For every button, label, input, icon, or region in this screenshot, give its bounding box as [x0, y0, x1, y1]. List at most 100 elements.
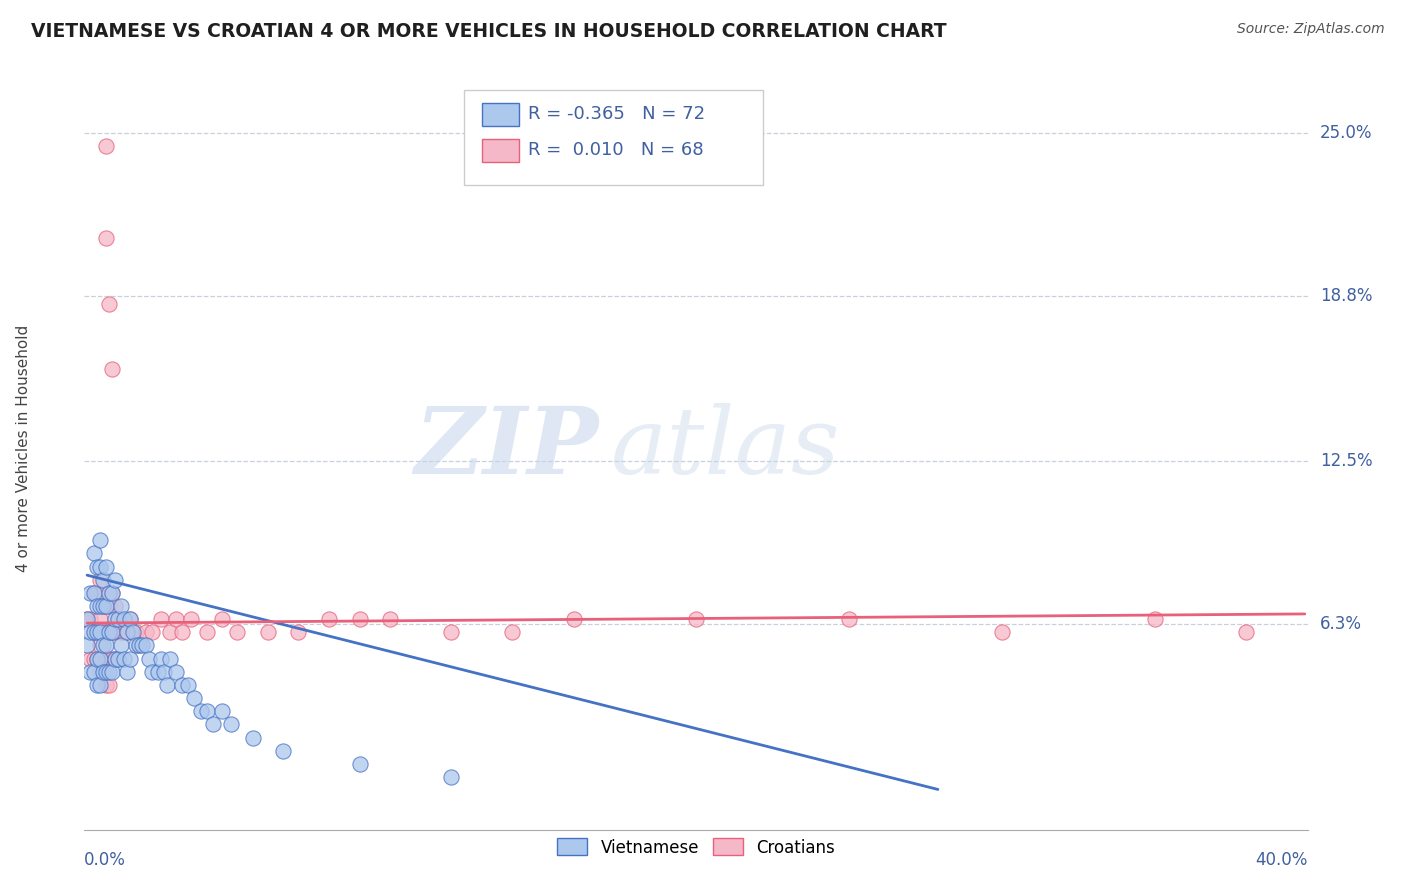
Point	[79, 665, 101, 679]
Text: Source: ZipAtlas.com: Source: ZipAtlas.com	[1237, 22, 1385, 37]
Point	[141, 665, 163, 679]
Point	[86, 651, 108, 665]
Point	[97, 625, 120, 640]
Point	[156, 678, 179, 692]
Point	[115, 625, 138, 640]
Point	[91, 599, 114, 613]
Text: 12.5%: 12.5%	[1320, 452, 1372, 470]
Point	[195, 625, 218, 640]
Text: atlas: atlas	[610, 403, 839, 493]
Point	[149, 651, 172, 665]
Point	[107, 612, 129, 626]
Point	[172, 625, 194, 640]
Point	[83, 546, 105, 560]
Point	[838, 612, 860, 626]
Text: R =  0.010   N = 68: R = 0.010 N = 68	[529, 141, 704, 159]
Point	[86, 625, 108, 640]
Point	[89, 625, 111, 640]
Text: 25.0%: 25.0%	[1320, 124, 1372, 142]
Point	[89, 678, 111, 692]
Text: 40.0%: 40.0%	[1256, 851, 1308, 869]
Text: VIETNAMESE VS CROATIAN 4 OR MORE VEHICLES IN HOUSEHOLD CORRELATION CHART: VIETNAMESE VS CROATIAN 4 OR MORE VEHICLE…	[31, 22, 946, 41]
Point	[86, 559, 108, 574]
Point	[219, 717, 242, 731]
Point	[159, 651, 181, 665]
Point	[110, 639, 132, 653]
Point	[86, 599, 108, 613]
Point	[128, 639, 150, 653]
Point	[135, 625, 157, 640]
Point	[83, 651, 105, 665]
Point	[380, 612, 402, 626]
Point	[83, 625, 105, 640]
Point	[97, 651, 120, 665]
Point	[104, 573, 127, 587]
Point	[128, 639, 150, 653]
Point	[502, 625, 524, 640]
Point	[104, 651, 127, 665]
Point	[91, 21, 114, 35]
Point	[115, 665, 138, 679]
Point	[318, 612, 340, 626]
Point	[91, 639, 114, 653]
Point	[89, 651, 111, 665]
Point	[79, 586, 101, 600]
Point	[94, 559, 117, 574]
Point	[115, 625, 138, 640]
Text: 6.3%: 6.3%	[1320, 615, 1362, 633]
Point	[177, 678, 200, 692]
Point	[271, 744, 294, 758]
Point	[287, 625, 309, 640]
Point	[101, 665, 124, 679]
Point	[146, 665, 169, 679]
Point	[165, 665, 187, 679]
Point	[349, 612, 371, 626]
Point	[349, 756, 371, 771]
Point	[101, 362, 124, 376]
Point	[97, 678, 120, 692]
Point	[97, 586, 120, 600]
Point	[112, 612, 135, 626]
Point	[190, 704, 212, 718]
Point	[107, 651, 129, 665]
Point	[89, 533, 111, 548]
Point	[226, 625, 249, 640]
Point	[101, 625, 124, 640]
Point	[83, 665, 105, 679]
Point	[211, 704, 233, 718]
Point	[79, 612, 101, 626]
Point	[89, 665, 111, 679]
Point	[120, 612, 142, 626]
Text: 18.8%: 18.8%	[1320, 286, 1372, 305]
Point	[91, 573, 114, 587]
Point	[101, 625, 124, 640]
Text: 4 or more Vehicles in Household: 4 or more Vehicles in Household	[15, 325, 31, 572]
Bar	[482, 103, 519, 126]
Point	[89, 612, 111, 626]
Point	[91, 665, 114, 679]
Point	[112, 625, 135, 640]
Point	[104, 599, 127, 613]
Point	[440, 625, 463, 640]
Text: ZIP: ZIP	[413, 403, 598, 493]
Point	[94, 625, 117, 640]
Point	[159, 625, 181, 640]
Point	[131, 639, 153, 653]
Point	[104, 612, 127, 626]
Point	[89, 639, 111, 653]
Point	[79, 625, 101, 640]
Point	[172, 678, 194, 692]
Bar	[482, 139, 519, 162]
Point	[91, 599, 114, 613]
Point	[125, 639, 148, 653]
Point	[242, 731, 264, 745]
Point	[94, 599, 117, 613]
Point	[83, 625, 105, 640]
Point	[76, 612, 98, 626]
Point	[83, 586, 105, 600]
Point	[120, 612, 142, 626]
Point	[141, 625, 163, 640]
Point	[97, 665, 120, 679]
Point	[153, 665, 176, 679]
Point	[101, 651, 124, 665]
